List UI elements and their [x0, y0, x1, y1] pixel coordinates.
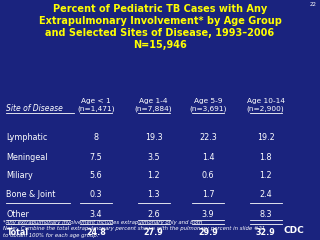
Text: CDC: CDC [283, 226, 304, 235]
Text: Miliary: Miliary [6, 171, 33, 180]
Text: 2.4: 2.4 [259, 190, 272, 199]
Text: 19.2: 19.2 [257, 133, 275, 143]
Text: 5.6: 5.6 [90, 171, 102, 180]
Text: 19.3: 19.3 [145, 133, 163, 143]
Text: Meningeal: Meningeal [6, 153, 48, 162]
Text: 1.2: 1.2 [147, 171, 160, 180]
Text: *Any extrapulmonary involvement includes extrapulmonary only and both
Note:  Com: *Any extrapulmonary involvement includes… [3, 220, 265, 238]
Text: 0.3: 0.3 [90, 190, 102, 199]
Text: 3.4: 3.4 [90, 210, 102, 219]
Text: Age 5-9
(n=3,691): Age 5-9 (n=3,691) [189, 98, 227, 112]
Text: 8.3: 8.3 [259, 210, 272, 219]
Text: 27.9: 27.9 [144, 228, 164, 237]
Text: 1.8: 1.8 [259, 153, 272, 162]
Text: Age 10-14
(n=2,900): Age 10-14 (n=2,900) [247, 98, 284, 112]
Text: Site of Disease: Site of Disease [6, 104, 63, 113]
Text: Total: Total [6, 228, 28, 237]
Text: 8: 8 [93, 133, 99, 143]
Text: 1.7: 1.7 [202, 190, 214, 199]
Text: 1.3: 1.3 [147, 190, 160, 199]
Text: 29.9: 29.9 [198, 228, 218, 237]
Text: Age < 1
(n=1,471): Age < 1 (n=1,471) [77, 98, 115, 112]
Text: 1.2: 1.2 [259, 171, 272, 180]
Text: 3.9: 3.9 [202, 210, 214, 219]
Text: Percent of Pediatric TB Cases with Any
Extrapulmonary Involvement* by Age Group
: Percent of Pediatric TB Cases with Any E… [39, 4, 281, 50]
Text: 22: 22 [310, 2, 317, 7]
Text: Age 1-4
(n=7,884): Age 1-4 (n=7,884) [135, 98, 172, 112]
Text: 22.3: 22.3 [199, 133, 217, 143]
Text: 0.6: 0.6 [202, 171, 214, 180]
Text: 32.9: 32.9 [256, 228, 276, 237]
Text: 7.5: 7.5 [90, 153, 102, 162]
Text: Lymphatic: Lymphatic [6, 133, 48, 143]
Text: Bone & Joint: Bone & Joint [6, 190, 56, 199]
Text: 2.6: 2.6 [147, 210, 160, 219]
Text: 1.4: 1.4 [202, 153, 214, 162]
Text: 24.8: 24.8 [86, 228, 106, 237]
Text: Other: Other [6, 210, 29, 219]
Text: 3.5: 3.5 [147, 153, 160, 162]
